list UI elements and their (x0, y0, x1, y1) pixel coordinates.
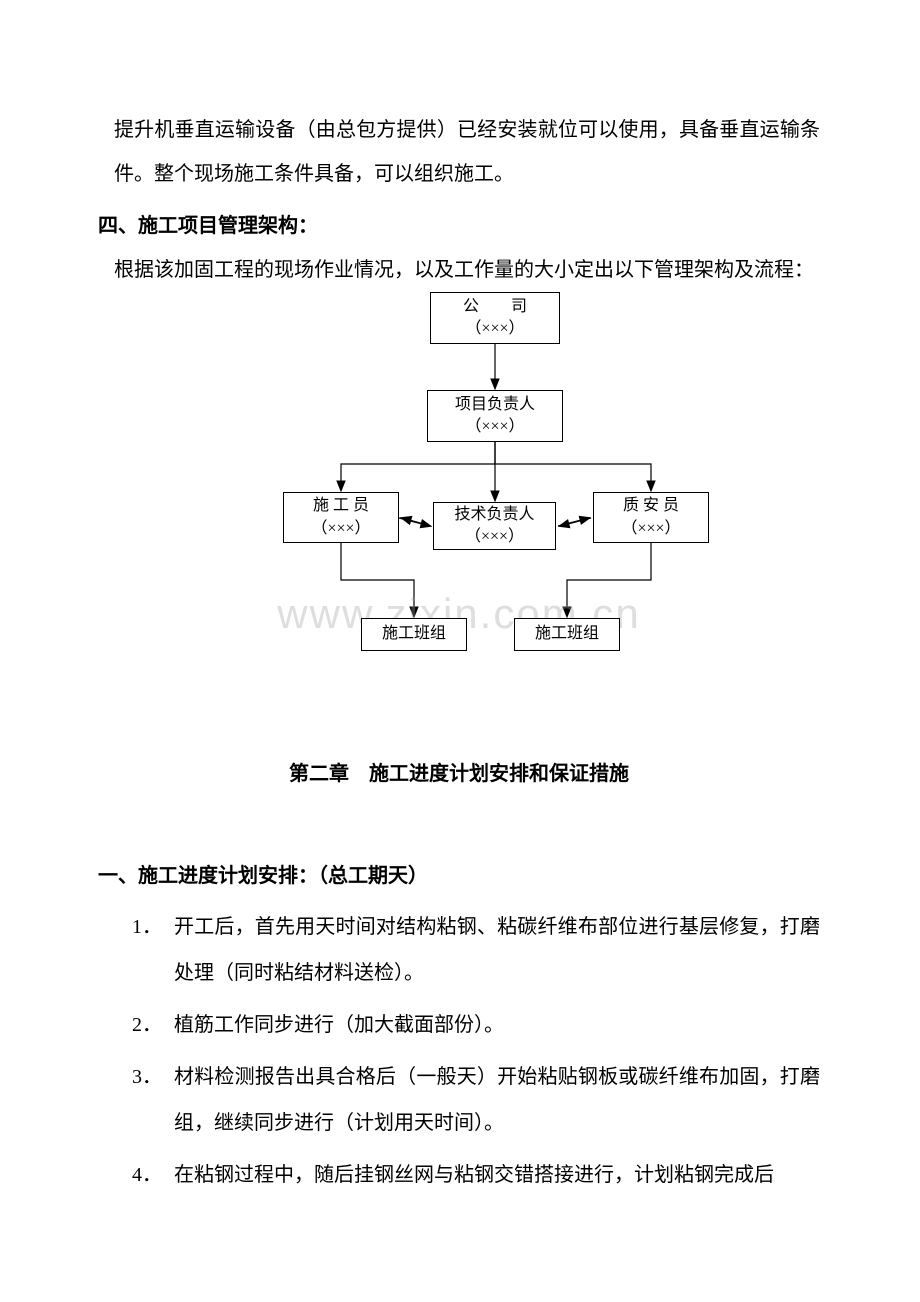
node-company-line2: （×××） (431, 318, 559, 340)
list-item: 2． 植筋工作同步进行（加大截面部份）。 (98, 1002, 820, 1048)
list-item-number: 2． (98, 1002, 174, 1048)
node-team1-label: 施工班组 (362, 623, 466, 645)
list-item-text: 材料检测报告出具合格后（一般天）开始粘贴钢板或碳纤维布加固，打磨组，继续同步进行… (174, 1054, 820, 1146)
node-company-line1: 公 司 (431, 296, 559, 318)
management-flowchart: www.zixin.com.cn 公 司 （×××） 项目负责人 （×××） 施… (99, 292, 819, 682)
intro-paragraph: 提升机垂直运输设备（由总包方提供）已经安装就位可以使用，具备垂直运输条件。整个现… (114, 108, 820, 196)
schedule-title: 一、施工进度计划安排：（总工期天） (98, 854, 820, 898)
node-project-manager: 项目负责人 （×××） (427, 390, 563, 442)
chapter2-title: 第二章 施工进度计划安排和保证措施 (98, 752, 820, 796)
list-item-text: 植筋工作同步进行（加大截面部份）。 (174, 1002, 820, 1048)
node-technical-lead: 技术负责人 （×××） (433, 502, 556, 550)
node-quality-safety: 质 安 员 （×××） (593, 492, 709, 543)
section4-title: 四、施工项目管理架构： (98, 204, 820, 248)
node-sgy-line2: （×××） (284, 518, 398, 540)
node-sgy-line1: 施 工 员 (284, 495, 398, 517)
node-qa-line1: 质 安 员 (594, 495, 708, 517)
node-construction-staff: 施 工 员 （×××） (283, 492, 399, 543)
list-item: 3． 材料检测报告出具合格后（一般天）开始粘贴钢板或碳纤维布加固，打磨组，继续同… (98, 1054, 820, 1146)
section4-paragraph: 根据该加固工程的现场作业情况，以及工作量的大小定出以下管理架构及流程： (114, 248, 820, 292)
list-item-number: 3． (98, 1054, 174, 1146)
list-item-number: 4． (98, 1152, 174, 1198)
schedule-list: 1． 开工后，首先用天时间对结构粘钢、粘碳纤维布部位进行基层修复，打磨处理（同时… (98, 904, 820, 1198)
node-tech-line2: （×××） (434, 526, 555, 548)
node-pm-line1: 项目负责人 (428, 394, 562, 416)
node-tech-line1: 技术负责人 (434, 504, 555, 526)
list-item: 4． 在粘钢过程中，随后挂钢丝网与粘钢交错搭接进行，计划粘钢完成后 (98, 1152, 820, 1198)
list-item-text: 在粘钢过程中，随后挂钢丝网与粘钢交错搭接进行，计划粘钢完成后 (174, 1152, 820, 1198)
list-item-text: 开工后，首先用天时间对结构粘钢、粘碳纤维布部位进行基层修复，打磨处理（同时粘结材… (174, 904, 820, 996)
list-item: 1． 开工后，首先用天时间对结构粘钢、粘碳纤维布部位进行基层修复，打磨处理（同时… (98, 904, 820, 996)
node-qa-line2: （×××） (594, 518, 708, 540)
node-pm-line2: （×××） (428, 416, 562, 438)
list-item-number: 1． (98, 904, 174, 996)
node-team2-label: 施工班组 (515, 623, 619, 645)
node-company: 公 司 （×××） (430, 292, 560, 344)
node-team-1: 施工班组 (361, 618, 467, 651)
node-team-2: 施工班组 (514, 618, 620, 651)
